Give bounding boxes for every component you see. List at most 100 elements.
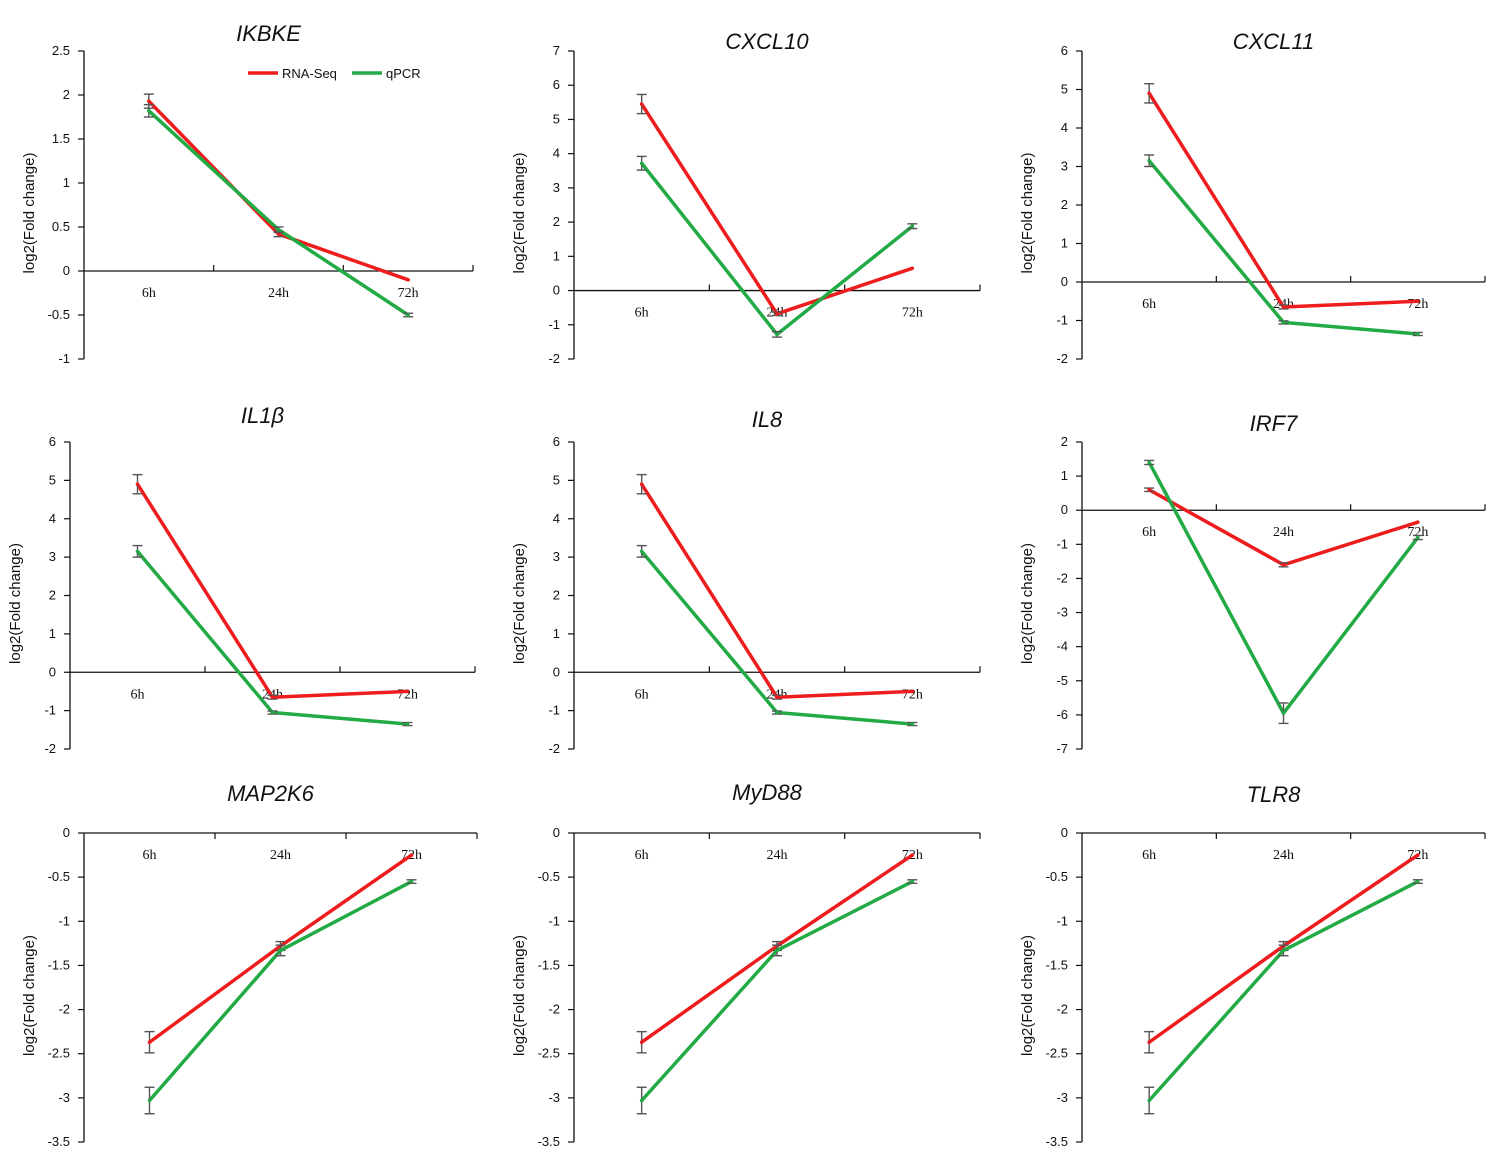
series-line bbox=[136, 483, 408, 699]
y-tick-label: 1 bbox=[1061, 236, 1068, 251]
x-tick-label: 24h bbox=[1273, 525, 1294, 540]
y-tick-label: 2 bbox=[553, 588, 560, 603]
y-tick-label: 0.5 bbox=[52, 219, 70, 234]
y-tick-label: -1.5 bbox=[1046, 957, 1068, 972]
y-tick-label: 4 bbox=[1061, 120, 1068, 135]
y-tick-label: 1 bbox=[63, 175, 70, 190]
series-line bbox=[1147, 879, 1419, 1102]
y-tick-label: -3 bbox=[548, 1090, 560, 1105]
y-tick-label: -2 bbox=[1056, 1002, 1068, 1017]
data-point bbox=[1281, 305, 1286, 309]
chart-panel-ikbke: IKBKE 2.5 2 1.5 1 0.5 0 -0.5 -1 log2(Fold change)… bbox=[21, 21, 474, 366]
data-point bbox=[1416, 853, 1420, 857]
x-tick-label: 6h bbox=[1142, 525, 1156, 540]
data-point bbox=[276, 232, 281, 236]
y-tick-label: -2.5 bbox=[538, 1046, 560, 1061]
data-point bbox=[1281, 948, 1286, 953]
chart-panels: IKBKE 2.5 2 1.5 1 0.5 0 -0.5 -1 log2(Fold change)… bbox=[7, 21, 1486, 1149]
x-tick-label: 72h bbox=[1407, 297, 1428, 312]
data-point bbox=[910, 266, 915, 271]
series-qpcr bbox=[636, 155, 918, 338]
data-point bbox=[775, 710, 779, 715]
y-tick-label: 1 bbox=[553, 626, 560, 641]
chart-title: CXCL10 bbox=[725, 29, 809, 54]
data-point bbox=[910, 879, 915, 884]
series-qpcr bbox=[1144, 459, 1423, 725]
y-tick-label: 7 bbox=[553, 43, 560, 58]
data-point bbox=[270, 695, 275, 699]
data-point bbox=[1416, 299, 1420, 304]
y-tick-label: -3.5 bbox=[538, 1134, 560, 1149]
y-axis-label: log2(Fold change) bbox=[21, 935, 38, 1056]
data-point bbox=[278, 948, 283, 953]
data-point bbox=[270, 710, 275, 715]
y-tick-label: -1 bbox=[548, 703, 560, 718]
data-point bbox=[1416, 879, 1420, 884]
data-point bbox=[910, 689, 915, 694]
chart-title: TLR8 bbox=[1247, 782, 1302, 807]
data-point bbox=[147, 1098, 152, 1103]
x-tick-label: 6h bbox=[131, 687, 145, 702]
data-point bbox=[406, 278, 410, 282]
y-tick-label: -0.5 bbox=[538, 869, 560, 884]
chart-title: MAP2K6 bbox=[227, 781, 315, 806]
y-tick-label: -2.5 bbox=[1046, 1046, 1068, 1061]
chart-title: IL1β bbox=[241, 403, 285, 428]
data-point bbox=[639, 482, 644, 487]
series-line bbox=[640, 879, 914, 1102]
y-axis-label: log2(Fold change) bbox=[511, 543, 528, 664]
series-qpcr bbox=[143, 103, 414, 318]
y-tick-label: -0.5 bbox=[1046, 869, 1068, 884]
series-qpcr bbox=[1144, 154, 1423, 337]
y-axis-label: log2(Fold change) bbox=[1019, 153, 1036, 274]
data-point bbox=[1147, 1040, 1151, 1045]
chart-title: CXCL11 bbox=[1233, 29, 1315, 54]
x-tick-label: 6h bbox=[142, 286, 156, 301]
x-tick-label: 6h bbox=[1142, 848, 1156, 863]
y-axis-label: log2(Fold change) bbox=[21, 153, 38, 274]
series-rna-seq bbox=[636, 473, 915, 700]
y-tick-label: -1 bbox=[58, 913, 70, 928]
series-line bbox=[148, 880, 413, 1102]
y-tick-label: -3 bbox=[1056, 605, 1068, 620]
y-tick-label: -1 bbox=[44, 703, 56, 718]
x-tick-label: 6h bbox=[143, 848, 157, 863]
data-point bbox=[135, 482, 140, 487]
data-point bbox=[406, 313, 410, 317]
y-tick-label: 2 bbox=[1061, 197, 1068, 212]
legend: RNA-Seq qPCR bbox=[248, 66, 421, 81]
x-tick-label: 6h bbox=[635, 848, 649, 863]
data-point bbox=[639, 102, 644, 106]
data-point bbox=[639, 1040, 644, 1045]
legend-label-rna-seq: RNA-Seq bbox=[282, 66, 337, 81]
x-tick-label: 72h bbox=[902, 687, 923, 702]
chart-panel-irf7: IRF7 2 1 0 -1 -2 -3 -4 -5 -6 -7 log2(Fold change) 6h… bbox=[1019, 411, 1486, 756]
data-point bbox=[135, 549, 140, 554]
series-rna-seq bbox=[132, 473, 410, 700]
y-tick-label: 5 bbox=[1061, 82, 1068, 97]
series-qpcr bbox=[144, 879, 417, 1115]
y-tick-label: 2 bbox=[49, 588, 56, 603]
y-tick-label: 2 bbox=[553, 214, 560, 229]
data-point bbox=[775, 948, 779, 953]
y-axis-label: log2(Fold change) bbox=[1019, 543, 1036, 664]
y-tick-label: 0 bbox=[1061, 825, 1068, 840]
x-tick-label: 24h bbox=[268, 286, 289, 301]
y-tick-label: 4 bbox=[553, 511, 560, 526]
data-point bbox=[775, 332, 779, 337]
y-tick-label: -4 bbox=[1056, 639, 1068, 654]
series-line bbox=[1147, 461, 1420, 715]
y-tick-label: -2 bbox=[58, 1002, 70, 1017]
data-point bbox=[147, 109, 151, 113]
y-tick-label: 4 bbox=[49, 511, 56, 526]
x-tick-label: 6h bbox=[635, 687, 649, 702]
y-tick-label: -2 bbox=[1056, 570, 1068, 585]
y-tick-label: 0 bbox=[553, 664, 560, 679]
series-qpcr bbox=[636, 544, 918, 727]
y-tick-label: 1.5 bbox=[52, 131, 70, 146]
data-point bbox=[1147, 91, 1151, 96]
y-tick-label: -1 bbox=[548, 913, 560, 928]
y-tick-label: -6 bbox=[1056, 707, 1068, 722]
